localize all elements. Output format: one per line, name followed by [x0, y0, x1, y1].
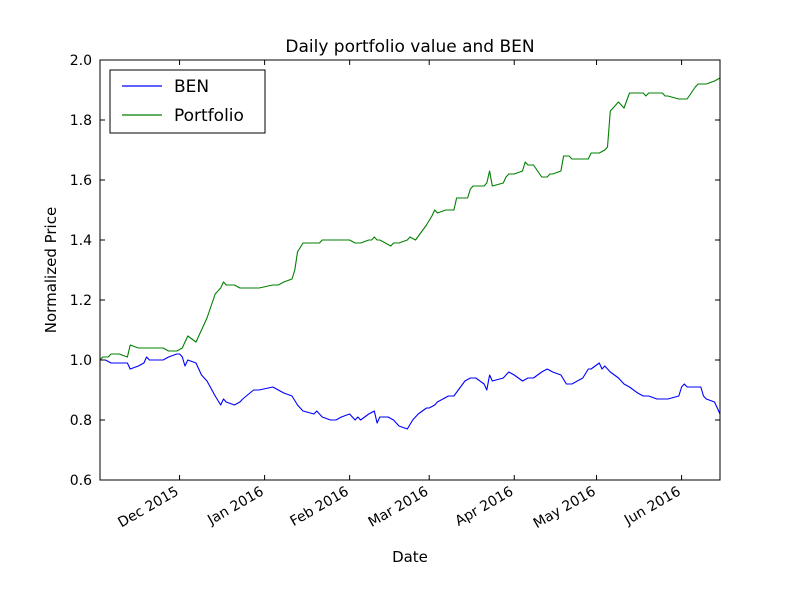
legend-label-ben: BEN: [174, 77, 209, 97]
y-tick-label: 1.0: [70, 353, 92, 369]
legend-label-portfolio: Portfolio: [174, 106, 244, 126]
y-tick-label: 0.6: [70, 473, 92, 489]
plot-frame: [99, 59, 721, 481]
series-layer: [99, 77, 721, 430]
y-tick-label: 0.8: [70, 413, 92, 429]
y-tick-label: 1.2: [70, 293, 92, 309]
legend-frame: [109, 69, 266, 134]
y-tick-label: 1.8: [70, 113, 92, 129]
series-line-ben: [100, 353, 721, 430]
x-axis-label: Date: [392, 548, 428, 566]
legend: BEN Portfolio: [109, 69, 266, 134]
y-axis-label: Normalized Price: [42, 207, 60, 333]
y-tick-label: 1.4: [70, 233, 92, 249]
y-tick-label: 1.6: [70, 173, 92, 189]
series-line-portfolio: [99, 77, 721, 361]
y-tick-label: 2.0: [70, 53, 92, 69]
chart-title: Daily portfolio value and BEN: [285, 37, 534, 57]
